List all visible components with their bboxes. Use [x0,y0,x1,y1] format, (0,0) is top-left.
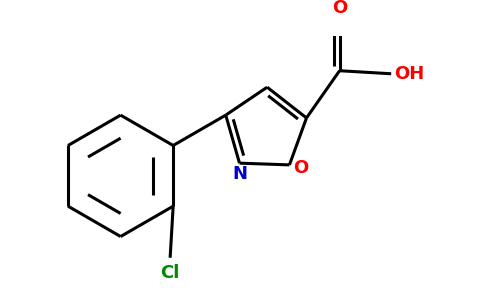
Text: O: O [332,0,347,17]
Text: O: O [293,159,308,177]
Text: N: N [232,165,247,183]
Text: Cl: Cl [161,264,180,282]
Text: OH: OH [394,65,424,83]
